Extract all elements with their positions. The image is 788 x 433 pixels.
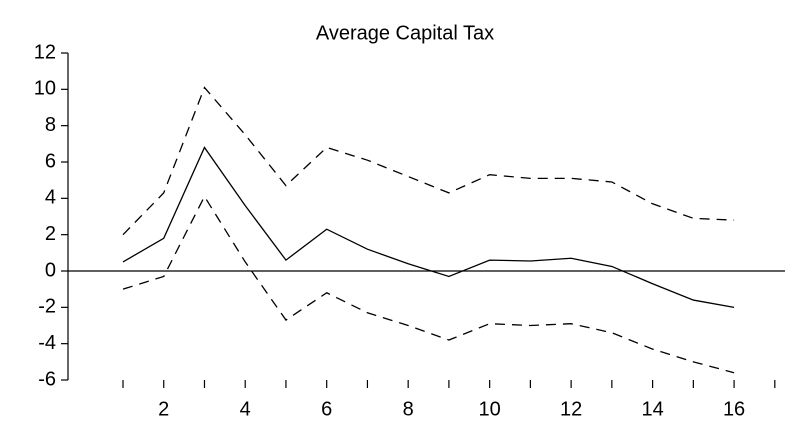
- y-tick-label: 4: [45, 187, 56, 209]
- x-tick-label: 8: [403, 398, 414, 420]
- y-tick-label: 2: [45, 223, 56, 245]
- y-tick-label: -4: [38, 332, 56, 354]
- x-tick-label: 6: [321, 398, 332, 420]
- x-tick-label: 10: [479, 398, 501, 420]
- y-tick-label: -6: [38, 368, 56, 390]
- series-line: [122, 146, 735, 308]
- y-tick-label: -2: [38, 296, 56, 318]
- x-tick-label: 2: [158, 398, 169, 420]
- x-tick-label: 16: [723, 398, 745, 420]
- x-tick-label: 12: [560, 398, 582, 420]
- y-tick-label: 8: [45, 114, 56, 136]
- x-tick-label: 14: [641, 398, 663, 420]
- series-line: [122, 86, 735, 236]
- x-tick-label: 4: [240, 398, 251, 420]
- chart-title: Average Capital Tax: [316, 22, 494, 44]
- y-tick-label: 0: [45, 259, 56, 281]
- y-tick-label: 6: [45, 150, 56, 172]
- y-tick-label: 10: [34, 78, 56, 100]
- series-line: [122, 195, 735, 374]
- y-tick-label: 12: [34, 41, 56, 63]
